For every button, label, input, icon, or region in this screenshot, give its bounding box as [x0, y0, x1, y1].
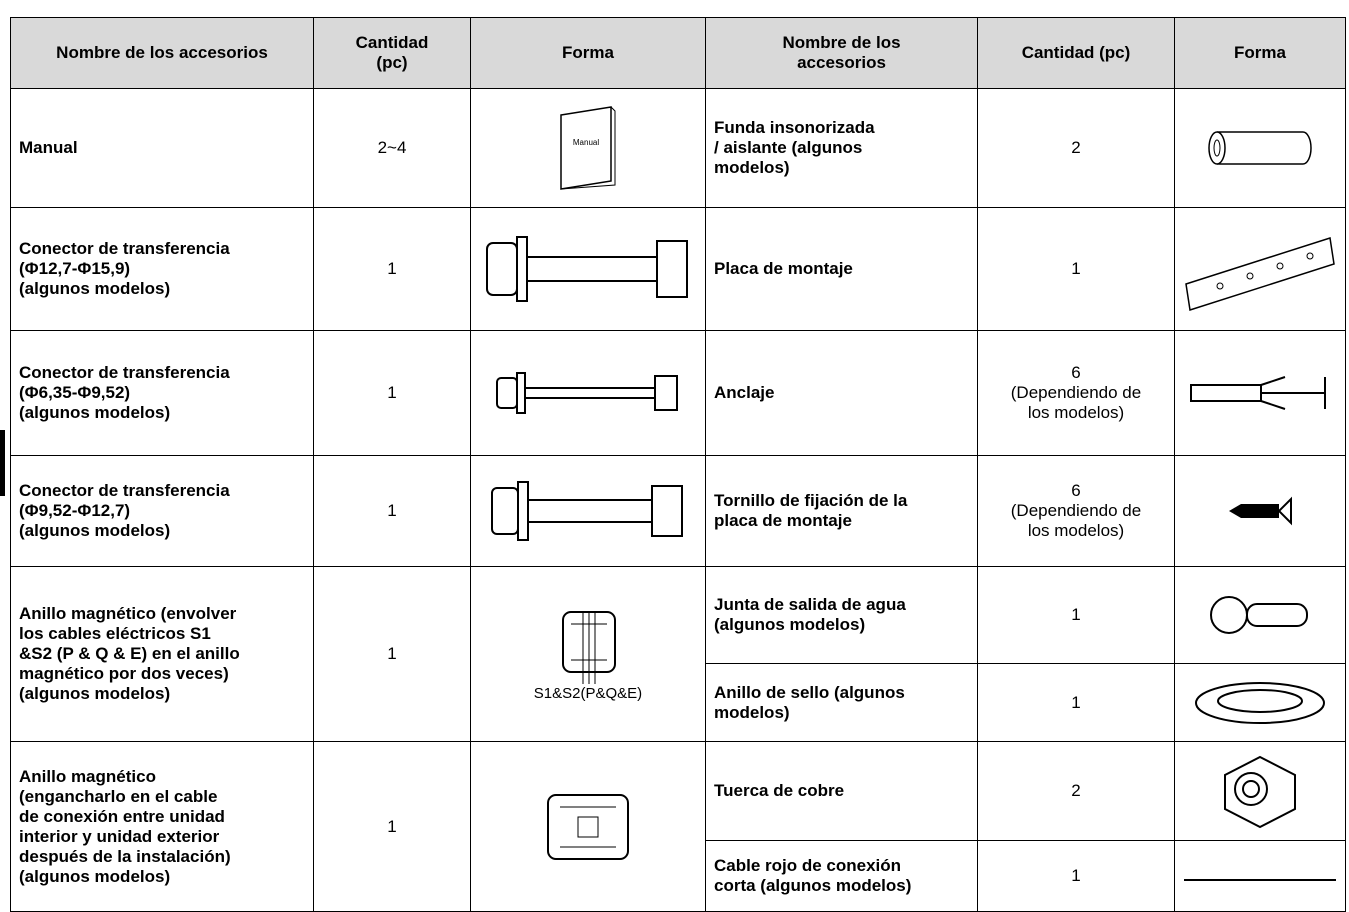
row: Conector de transferencia (Φ9,52-Φ12,7) …	[10, 455, 1346, 567]
shape	[1174, 330, 1346, 456]
ring-icon	[547, 793, 629, 860]
qty: 1	[313, 330, 471, 456]
name: Conector de transferencia (Φ9,52-Φ12,7) …	[10, 455, 314, 567]
name: Tornillo de fijación de la placa de mont…	[705, 455, 978, 567]
ring-icon: S1&S2(P&Q&E)	[534, 611, 642, 702]
name: Anclaje	[705, 330, 978, 456]
qty: 1	[313, 566, 471, 742]
qty: 1	[977, 566, 1175, 664]
manual-icon: Manual	[560, 106, 616, 190]
qty: 2~4	[313, 88, 471, 208]
qty: 1	[313, 455, 471, 567]
qty: 2	[977, 88, 1175, 208]
connector-icon	[491, 481, 683, 541]
qty-note: (Dependiendo de los modelos)	[1010, 501, 1142, 540]
qty: 1	[313, 207, 471, 331]
icon-label: S1&S2(P&Q&E)	[534, 685, 642, 702]
joint-icon	[1210, 596, 1308, 634]
cable-icon	[1184, 879, 1336, 881]
plate-icon	[1185, 237, 1335, 311]
name: Cable rojo de conexión corta (algunos mo…	[705, 840, 978, 912]
name: Junta de salida de agua (algunos modelos…	[705, 566, 978, 664]
seal-icon	[1195, 681, 1325, 724]
qty: 1	[977, 207, 1175, 331]
row: Anillo de sello (algunos modelos) 1	[11, 663, 1346, 742]
name: Placa de montaje	[705, 207, 978, 331]
shape	[1174, 566, 1346, 664]
nut-icon	[1224, 755, 1296, 829]
qty: 6 (Dependiendo de los modelos)	[977, 455, 1175, 567]
qty-value: 6	[1071, 363, 1081, 382]
name: Manual	[10, 88, 314, 208]
name: Funda insonorizada / aislante (algunos m…	[705, 88, 978, 208]
name: Conector de transferencia (Φ6,35-Φ9,52) …	[10, 330, 314, 456]
connector-icon	[486, 236, 688, 302]
shape	[1174, 840, 1346, 912]
header-cell: Nombre de los accesorios	[10, 17, 314, 89]
shape	[1174, 88, 1346, 208]
shape	[470, 741, 706, 912]
qty: 2	[977, 741, 1175, 841]
row: Conector de transferencia (Φ12,7-Φ15,9) …	[10, 207, 1346, 331]
name: Anillo magnético (envolver los cables el…	[10, 566, 314, 742]
shape: Manual	[470, 88, 706, 208]
header-cell: Forma	[470, 17, 706, 89]
qty: 6 (Dependiendo de los modelos)	[977, 330, 1175, 456]
shape	[1174, 207, 1346, 331]
qty: 1	[313, 741, 471, 912]
shape	[470, 330, 706, 456]
shape	[1174, 741, 1346, 841]
shape	[470, 207, 706, 331]
side-tab	[0, 430, 5, 496]
row: Anillo magnético (engancharlo en el cabl…	[10, 741, 1346, 912]
header-row: Nombre de los accesorios Cantidad (pc) F…	[10, 17, 1346, 89]
header-cell: Nombre de los accesorios	[705, 17, 978, 89]
anchor-icon	[1190, 376, 1326, 410]
shape	[1174, 663, 1346, 742]
row: Manual 2~4 Manual Funda insonorizada / a…	[10, 88, 1346, 208]
connector-icon	[496, 372, 678, 414]
qty: 1	[977, 663, 1175, 742]
qty: 1	[977, 840, 1175, 912]
name: Anillo de sello (algunos modelos)	[705, 663, 978, 742]
shape: S1&S2(P&Q&E)	[470, 566, 706, 742]
screw-icon	[1229, 496, 1292, 526]
row: Anillo magnético (envolver los cables el…	[10, 566, 1346, 742]
shape	[470, 455, 706, 567]
qty-value: 6	[1071, 481, 1081, 500]
qty-note: (Dependiendo de los modelos)	[1010, 383, 1142, 422]
accessories-table: Nombre de los accesorios Cantidad (pc) F…	[10, 17, 1346, 912]
row: Cable rojo de conexión corta (algunos mo…	[11, 840, 1346, 912]
icon-label: Manual	[573, 138, 599, 147]
name: Anillo magnético (engancharlo en el cabl…	[10, 741, 314, 912]
shape	[1174, 455, 1346, 567]
sleeve-icon	[1208, 131, 1312, 165]
name: Tuerca de cobre	[705, 741, 978, 841]
name: Conector de transferencia (Φ12,7-Φ15,9) …	[10, 207, 314, 331]
header-cell: Forma	[1174, 17, 1346, 89]
row: Conector de transferencia (Φ6,35-Φ9,52) …	[10, 330, 1346, 456]
header-cell: Cantidad (pc)	[313, 17, 471, 89]
header-cell: Cantidad (pc)	[977, 17, 1175, 89]
